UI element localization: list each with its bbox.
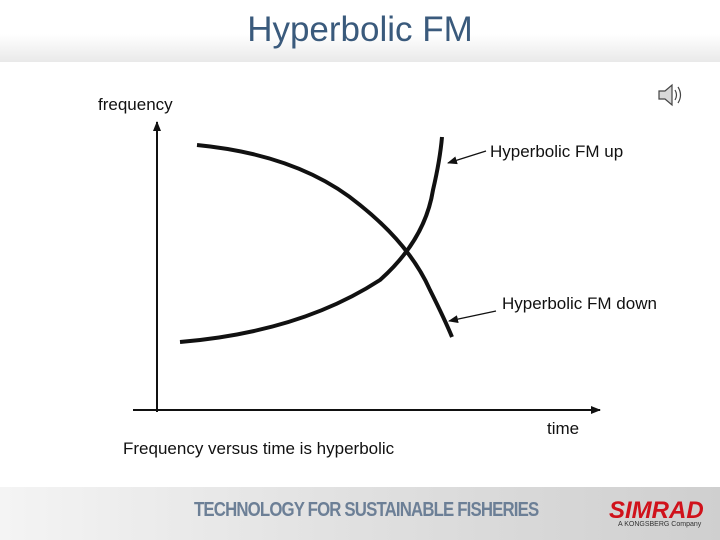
y-axis-label: frequency <box>98 95 173 114</box>
slide-header <box>0 0 720 62</box>
up-label-pointer <box>447 150 487 165</box>
slide-title: Hyperbolic FM <box>247 10 473 49</box>
simrad-logo: SIMRAD <box>609 497 704 524</box>
diagram-caption: Frequency versus time is hyperbolic <box>123 439 395 458</box>
footer-band <box>0 487 720 540</box>
hyperbolic-fm-down-curve <box>196 143 454 338</box>
kongsberg-subtitle: A KONGSBERG Company <box>618 521 702 528</box>
down-label-pointer <box>448 310 497 324</box>
footer-tagline: TECHNOLOGY FOR SUSTAINABLE FISHERIES <box>194 499 539 521</box>
hyperbolic-fm-up-curve <box>179 136 444 344</box>
curve-up-label: Hyperbolic FM up <box>490 142 624 161</box>
curve-down-label: Hyperbolic FM down <box>502 294 657 313</box>
x-axis-label: time <box>547 419 580 438</box>
speaker-icon[interactable] <box>656 82 686 108</box>
